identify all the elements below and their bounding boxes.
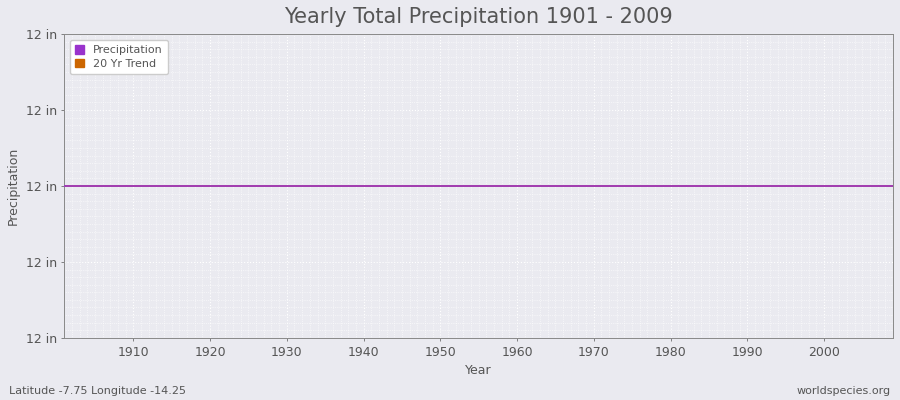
Precipitation <box>289 184 300 188</box>
20 Yr Trend <box>504 184 515 188</box>
Precipitation <box>504 184 515 188</box>
20 Yr Trend <box>58 184 69 188</box>
Text: worldspecies.org: worldspecies.org <box>796 386 891 396</box>
Precipitation <box>121 184 131 188</box>
Y-axis label: Precipitation: Precipitation <box>7 147 20 225</box>
20 Yr Trend <box>121 184 131 188</box>
Precipitation <box>58 184 69 188</box>
Precipitation <box>887 184 898 188</box>
Precipitation <box>604 184 615 188</box>
Precipitation <box>511 184 522 188</box>
Precipitation <box>335 184 346 188</box>
20 Yr Trend <box>604 184 615 188</box>
X-axis label: Year: Year <box>465 364 492 377</box>
20 Yr Trend <box>511 184 522 188</box>
Text: Latitude -7.75 Longitude -14.25: Latitude -7.75 Longitude -14.25 <box>9 386 186 396</box>
20 Yr Trend <box>335 184 346 188</box>
20 Yr Trend <box>887 184 898 188</box>
Title: Yearly Total Precipitation 1901 - 2009: Yearly Total Precipitation 1901 - 2009 <box>284 7 673 27</box>
20 Yr Trend <box>289 184 300 188</box>
Legend: Precipitation, 20 Yr Trend: Precipitation, 20 Yr Trend <box>70 40 168 74</box>
